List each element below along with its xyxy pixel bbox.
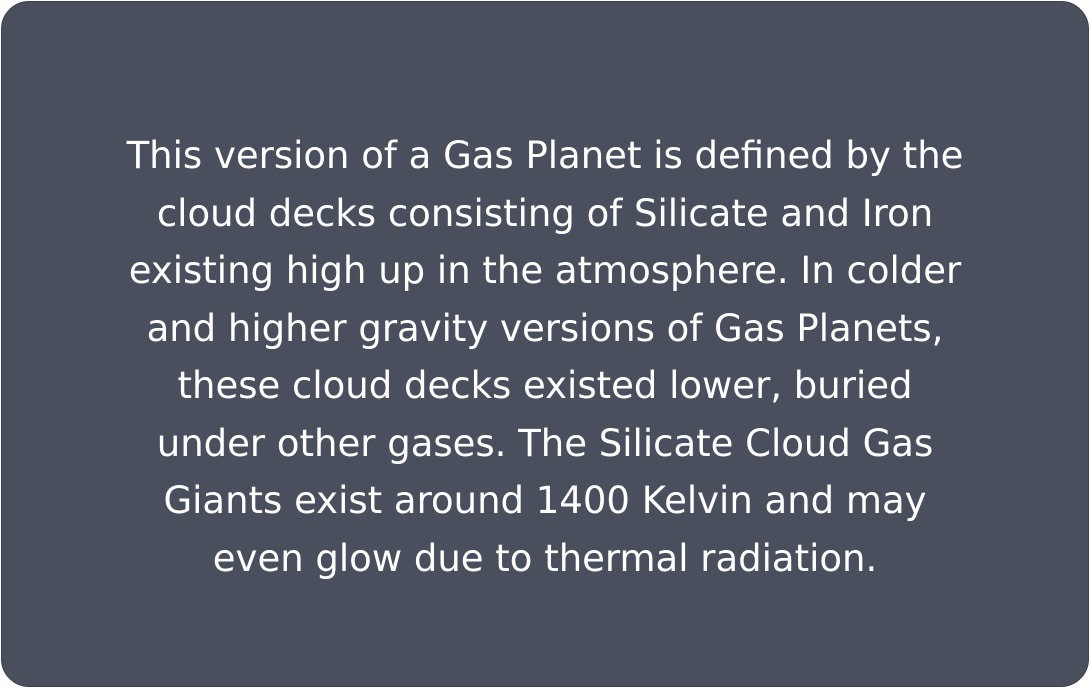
description-line: This version of a Gas Planet is defined … bbox=[126, 134, 964, 177]
description-text: This version of a Gas Planet is defined … bbox=[85, 127, 1005, 587]
description-line: cloud decks consisting of Silicate and I… bbox=[156, 191, 934, 235]
description-line: these cloud decks existed lower, buried bbox=[177, 364, 913, 407]
description-line: even glow due to thermal radiation. bbox=[212, 536, 878, 580]
description-line: and higher gravity versions of Gas Plane… bbox=[146, 306, 944, 350]
description-line: under other gases. The Silicate Cloud Ga… bbox=[156, 421, 934, 465]
description-line: existing high up in the atmosphere. In c… bbox=[128, 249, 962, 292]
description-line: Giants exist around 1400 Kelvin and may bbox=[163, 479, 927, 522]
